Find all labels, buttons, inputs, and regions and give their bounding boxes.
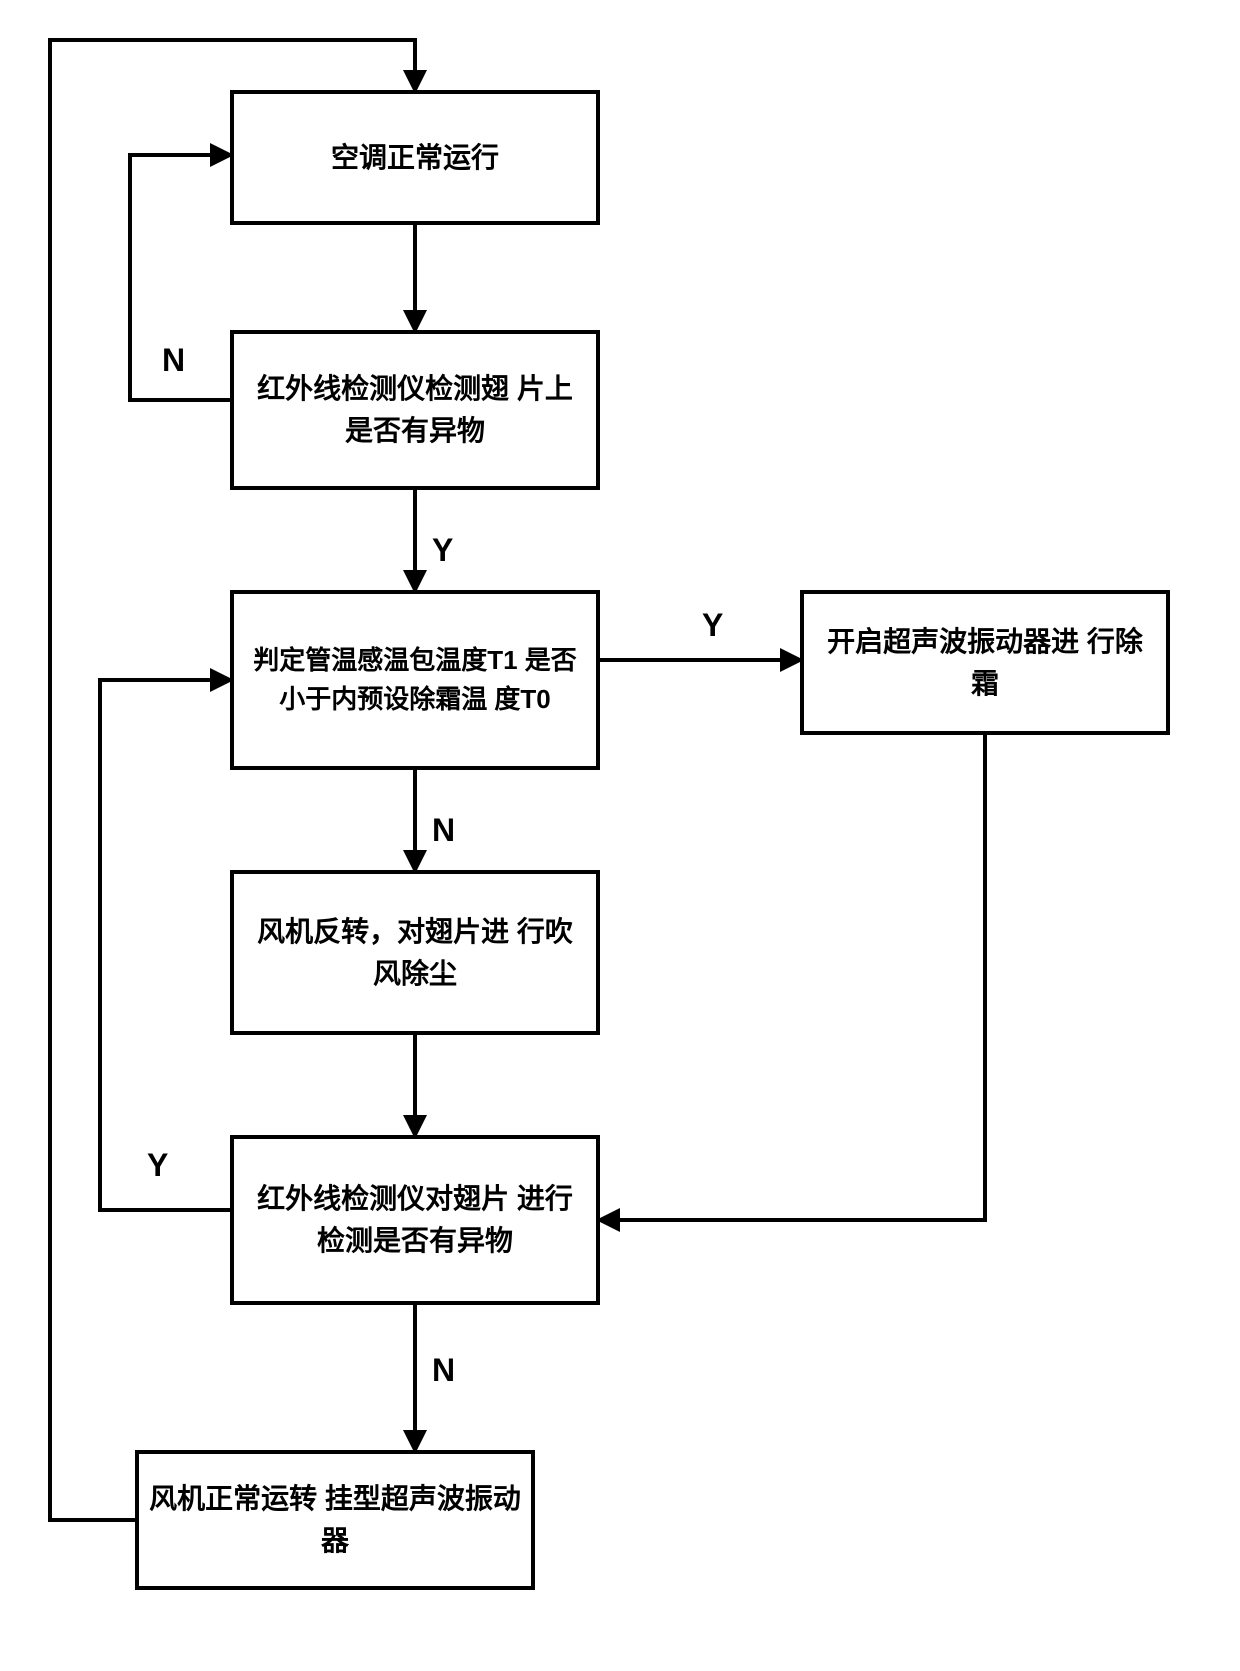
node-n4: 开启超声波振动器进 行除霜 <box>800 590 1170 735</box>
node-n6: 红外线检测仪对翅片 进行检测是否有异物 <box>230 1135 600 1305</box>
node-n1: 空调正常运行 <box>230 90 600 225</box>
flowchart-edges <box>0 0 1240 1671</box>
node-n7: 风机正常运转 挂型超声波振动器 <box>135 1450 535 1590</box>
node-n3: 判定管温感温包温度T1 是否小于内预设除霜温 度T0 <box>230 590 600 770</box>
node-n5: 风机反转，对翅片进 行吹风除尘 <box>230 870 600 1035</box>
edge-label-n2-yes: Y <box>430 530 455 571</box>
node-n2: 红外线检测仪检测翅 片上是否有异物 <box>230 330 600 490</box>
edge-label-n6-yes: Y <box>145 1145 170 1186</box>
edge-label-n3-yes: Y <box>700 605 725 646</box>
edge-label-n3-no: N <box>430 810 457 851</box>
edge-label-n6-no: N <box>430 1350 457 1391</box>
edge-label-n2-no: N <box>160 340 187 381</box>
